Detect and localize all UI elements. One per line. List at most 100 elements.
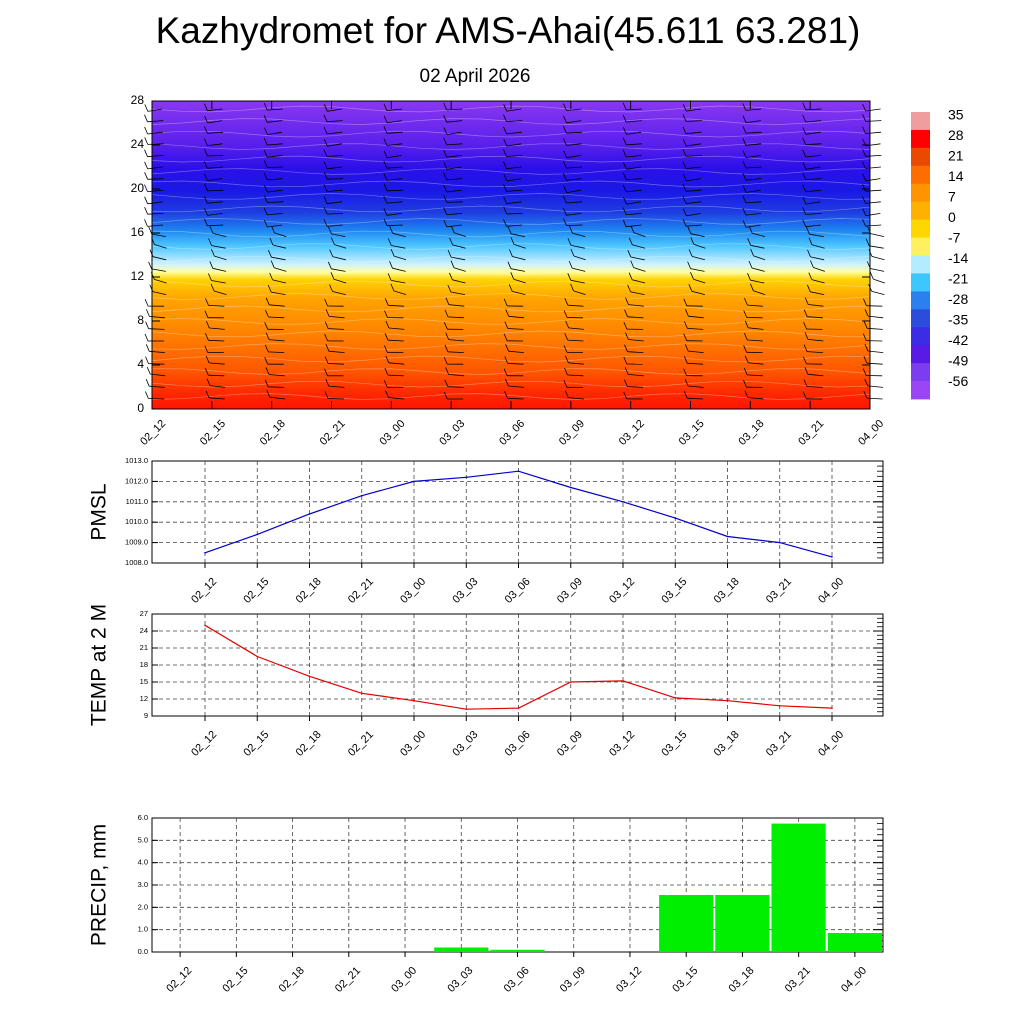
wind-barb-shaft <box>393 290 407 295</box>
cross-section-field <box>152 101 870 409</box>
wind-barb-flag <box>144 333 149 342</box>
wind-barb-shaft <box>745 131 762 134</box>
temp-point <box>465 708 468 710</box>
wind-barb-shaft <box>633 232 646 237</box>
wind-barb-flag <box>204 126 208 134</box>
x-tick-label: 03_09 <box>558 965 588 995</box>
wind-barb-flag <box>450 225 455 233</box>
wind-barb-flag <box>145 321 149 329</box>
wind-barb-shaft <box>632 244 646 249</box>
wind-barb-flag <box>204 310 209 318</box>
wind-barb-flag <box>563 310 568 318</box>
wind-barb-shaft <box>568 362 584 365</box>
wind-barb-flag <box>803 344 808 352</box>
wind-barb-flag <box>687 226 692 234</box>
x-tick-label: 03_18 <box>712 576 742 606</box>
wind-barb-flag <box>443 184 448 193</box>
wind-barb-shaft <box>207 166 223 169</box>
wind-barb-flag <box>324 368 328 376</box>
pmsl-point <box>726 535 729 538</box>
temp-point <box>256 655 259 658</box>
wind-barb-shaft <box>633 267 646 272</box>
wind-barb-flag <box>804 367 809 375</box>
precip-panel: 0.0 1.0 2.0 3.0 4.0 5.0 6.0 02_12 02_15 02_18 02_2… <box>88 813 884 995</box>
wind-barb-shaft <box>805 120 822 123</box>
wind-barb-flag <box>263 115 268 123</box>
x-tick-label: 02_15 <box>198 418 228 448</box>
wind-barb-shaft <box>506 213 523 215</box>
wind-barb-flag <box>505 309 510 317</box>
wind-barb-flag <box>507 226 512 234</box>
wind-barb-shaft <box>209 385 226 388</box>
wind-barb-flag <box>682 196 687 204</box>
wind-barb-shaft <box>386 178 403 181</box>
wind-barb-shaft <box>207 131 224 134</box>
wind-barb-shaft <box>386 189 403 192</box>
wind-barb-shaft <box>865 166 881 169</box>
colorbar-swatch <box>911 219 930 238</box>
wind-barb-shaft <box>865 213 881 217</box>
wind-barb-flag <box>684 343 689 352</box>
wind-barb-shaft <box>332 291 346 295</box>
wind-barb-shaft <box>147 166 163 170</box>
wind-barb-shaft <box>626 224 642 228</box>
wind-barb-flag <box>210 283 215 292</box>
wind-barb-shaft <box>267 189 283 193</box>
x-tick-label: 03_06 <box>503 576 533 606</box>
wind-barb-flag <box>682 173 687 182</box>
wind-barb-shaft <box>805 224 821 228</box>
wind-barb-flag <box>748 260 753 269</box>
wind-barb-flag <box>563 115 567 123</box>
wind-barb-flag <box>624 309 628 317</box>
pmsl-point <box>674 517 677 519</box>
y-tick-label: 1009.0 <box>125 538 148 547</box>
wind-barb-flag <box>802 114 807 123</box>
wind-barb-shaft <box>566 189 582 193</box>
wind-barb-shaft <box>328 385 345 388</box>
x-tick-label: 03_12 <box>614 965 644 995</box>
wind-barb-shaft <box>693 243 706 249</box>
wind-barb-shaft <box>327 213 344 215</box>
wind-barb-flag <box>865 238 870 246</box>
colorbar-swatch <box>911 237 930 256</box>
wind-barb-shaft <box>566 201 583 204</box>
wind-barb-flag <box>503 161 507 169</box>
wind-barb-shaft <box>686 213 701 217</box>
wind-barb-flag <box>570 248 575 257</box>
wind-barb-flag <box>325 344 330 352</box>
precip-bar <box>771 823 826 952</box>
wind-barb-shaft <box>154 279 167 284</box>
wind-barb-flag <box>148 261 152 270</box>
wind-barb-flag <box>145 379 150 387</box>
wind-barb-flag <box>445 297 450 305</box>
wind-barb-flag <box>383 161 388 169</box>
x-tick-label: 03_00 <box>398 729 428 759</box>
wind-barb-flag <box>622 114 627 123</box>
wind-barb-flag <box>687 261 691 269</box>
wind-barb-flag <box>443 115 448 123</box>
wind-barb-shaft <box>568 397 584 400</box>
wind-barb-flag <box>683 356 688 364</box>
x-tick-label: 02_21 <box>346 576 376 606</box>
wind-barb-flag <box>563 160 567 169</box>
wind-barb-flag <box>323 206 328 215</box>
wind-barb-shaft <box>268 374 285 377</box>
wind-barb-flag <box>748 226 753 234</box>
wind-barb-shaft <box>334 244 347 249</box>
wind-barb-flag <box>802 391 807 399</box>
colorbar-swatch <box>911 147 930 167</box>
wind-barb-flag <box>263 195 268 203</box>
wind-barb-shaft <box>506 108 522 112</box>
wind-barb-flag <box>263 184 268 193</box>
wind-barb-shaft <box>154 244 167 249</box>
contour-line <box>151 230 871 238</box>
wind-barb-shaft <box>807 316 823 319</box>
colorbar-swatch <box>911 363 930 382</box>
wind-barb-shaft <box>865 108 881 112</box>
wind-barb-flag <box>742 150 747 158</box>
chart-subtitle: 02 April 2026 <box>419 66 531 87</box>
wind-barb-flag <box>271 225 275 234</box>
wind-barb-flag <box>742 173 747 181</box>
contour-line <box>151 130 871 138</box>
pmsl-point <box>465 476 468 479</box>
